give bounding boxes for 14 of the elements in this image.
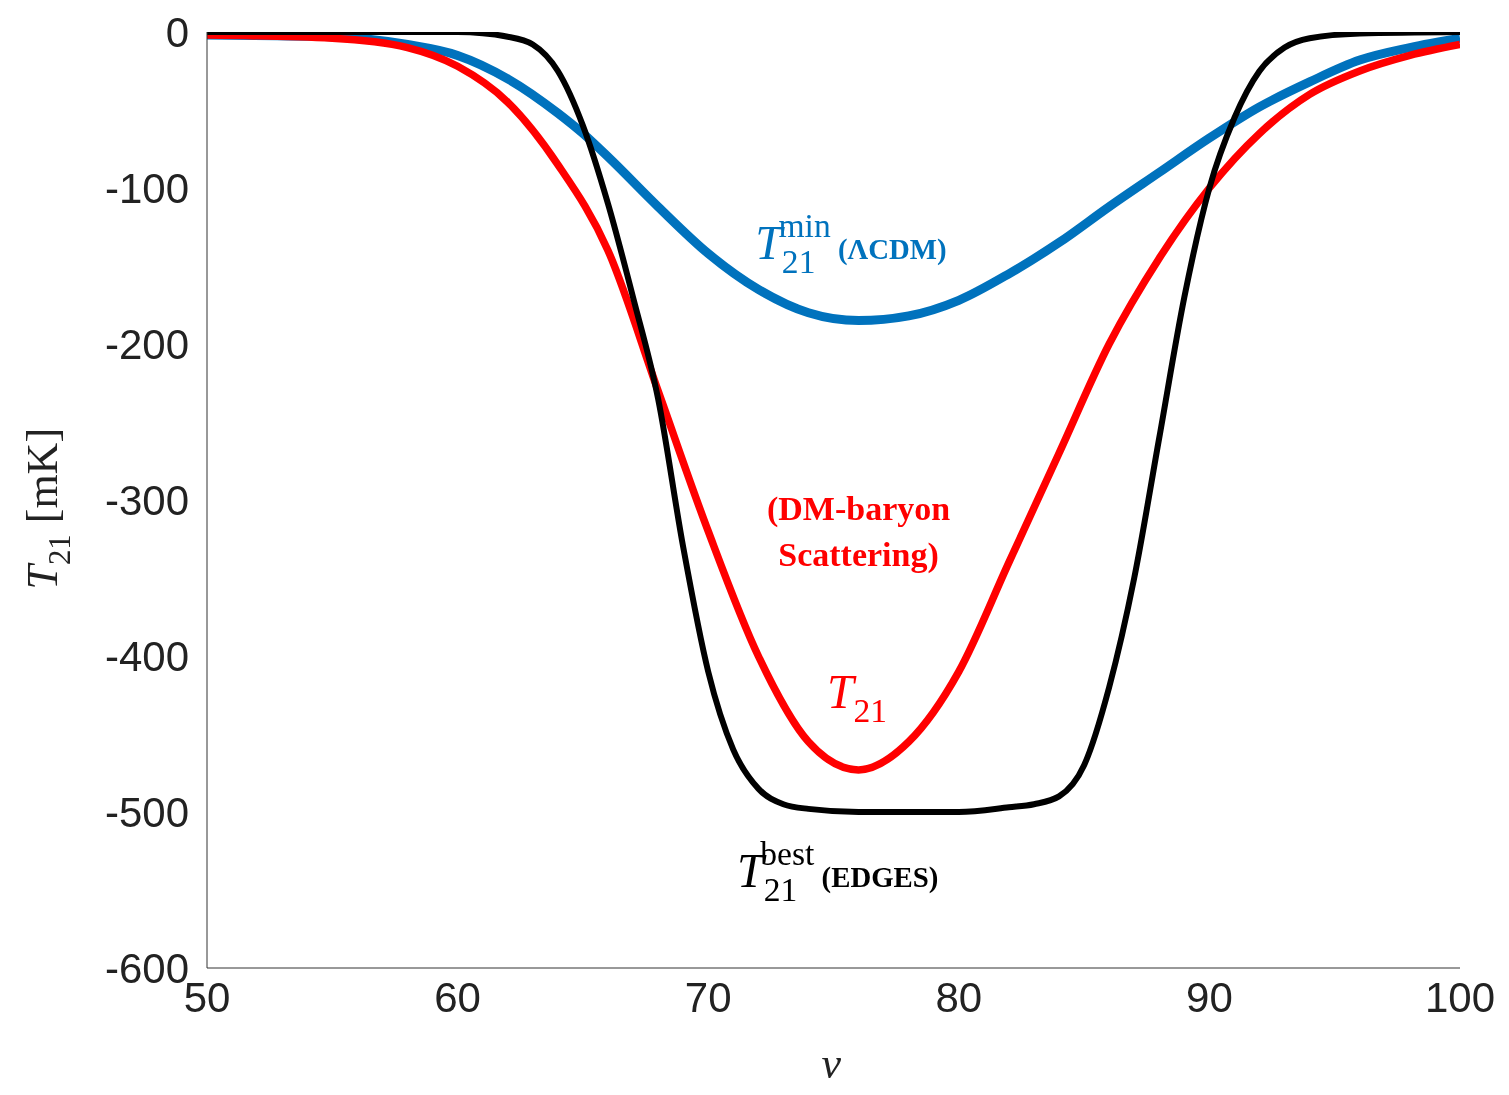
- y-tick-label: -500: [104, 788, 189, 836]
- x-tick-label: 100: [1424, 973, 1496, 1021]
- y-tick-label: -100: [104, 164, 189, 212]
- annotation: (DM-baryon Scattering): [766, 489, 951, 574]
- x-axis-title: ν: [821, 1039, 842, 1088]
- y-tick-label: 0: [165, 8, 189, 56]
- x-tick-label: 60: [434, 973, 481, 1021]
- x-tick-label: 70: [684, 973, 732, 1021]
- y-tick-label: -200: [104, 320, 189, 368]
- y-tick-label: -300: [104, 476, 189, 524]
- x-tick-label: 90: [1186, 973, 1233, 1021]
- y-axis-title: T21 [mK]: [18, 427, 78, 590]
- y-tick-label: -400: [104, 632, 189, 680]
- x-tick-label: 80: [935, 973, 983, 1021]
